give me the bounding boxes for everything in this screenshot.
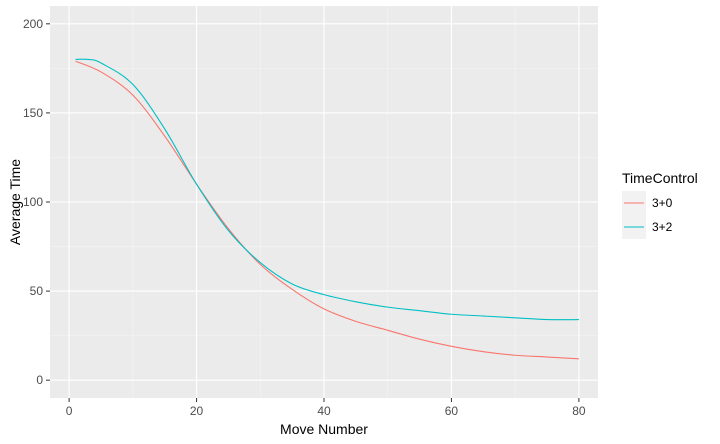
series-line-3-2 xyxy=(75,58,579,321)
y-tick-label: 150 xyxy=(23,106,43,120)
legend: TimeControl 3+0 3+2 xyxy=(622,170,698,239)
legend-title: TimeControl xyxy=(622,170,698,186)
x-axis-title: Move Number xyxy=(280,421,368,437)
x-tick-label: 80 xyxy=(572,404,586,418)
x-tick-label: 20 xyxy=(190,404,204,418)
y-tick-label: 100 xyxy=(23,195,43,209)
x-tick-label: 0 xyxy=(66,404,73,418)
series-lines xyxy=(75,58,579,360)
x-tick-label: 60 xyxy=(445,404,459,418)
x-tick-label: 40 xyxy=(317,404,331,418)
y-tick-label: 50 xyxy=(30,284,44,298)
x-axis: 0 20 40 60 80 xyxy=(66,398,586,418)
series-line-3-0 xyxy=(75,60,579,360)
y-axis: 0 50 100 150 200 xyxy=(23,17,50,387)
legend-label-series-3-0: 3+0 xyxy=(652,196,673,210)
legend-items: 3+0 3+2 xyxy=(622,191,673,239)
y-tick-label: 0 xyxy=(36,373,43,387)
y-axis-title: Average Time xyxy=(7,159,23,245)
major-gridlines xyxy=(50,6,598,398)
legend-label-series-3-2: 3+2 xyxy=(652,220,673,234)
y-tick-label: 200 xyxy=(23,17,43,31)
